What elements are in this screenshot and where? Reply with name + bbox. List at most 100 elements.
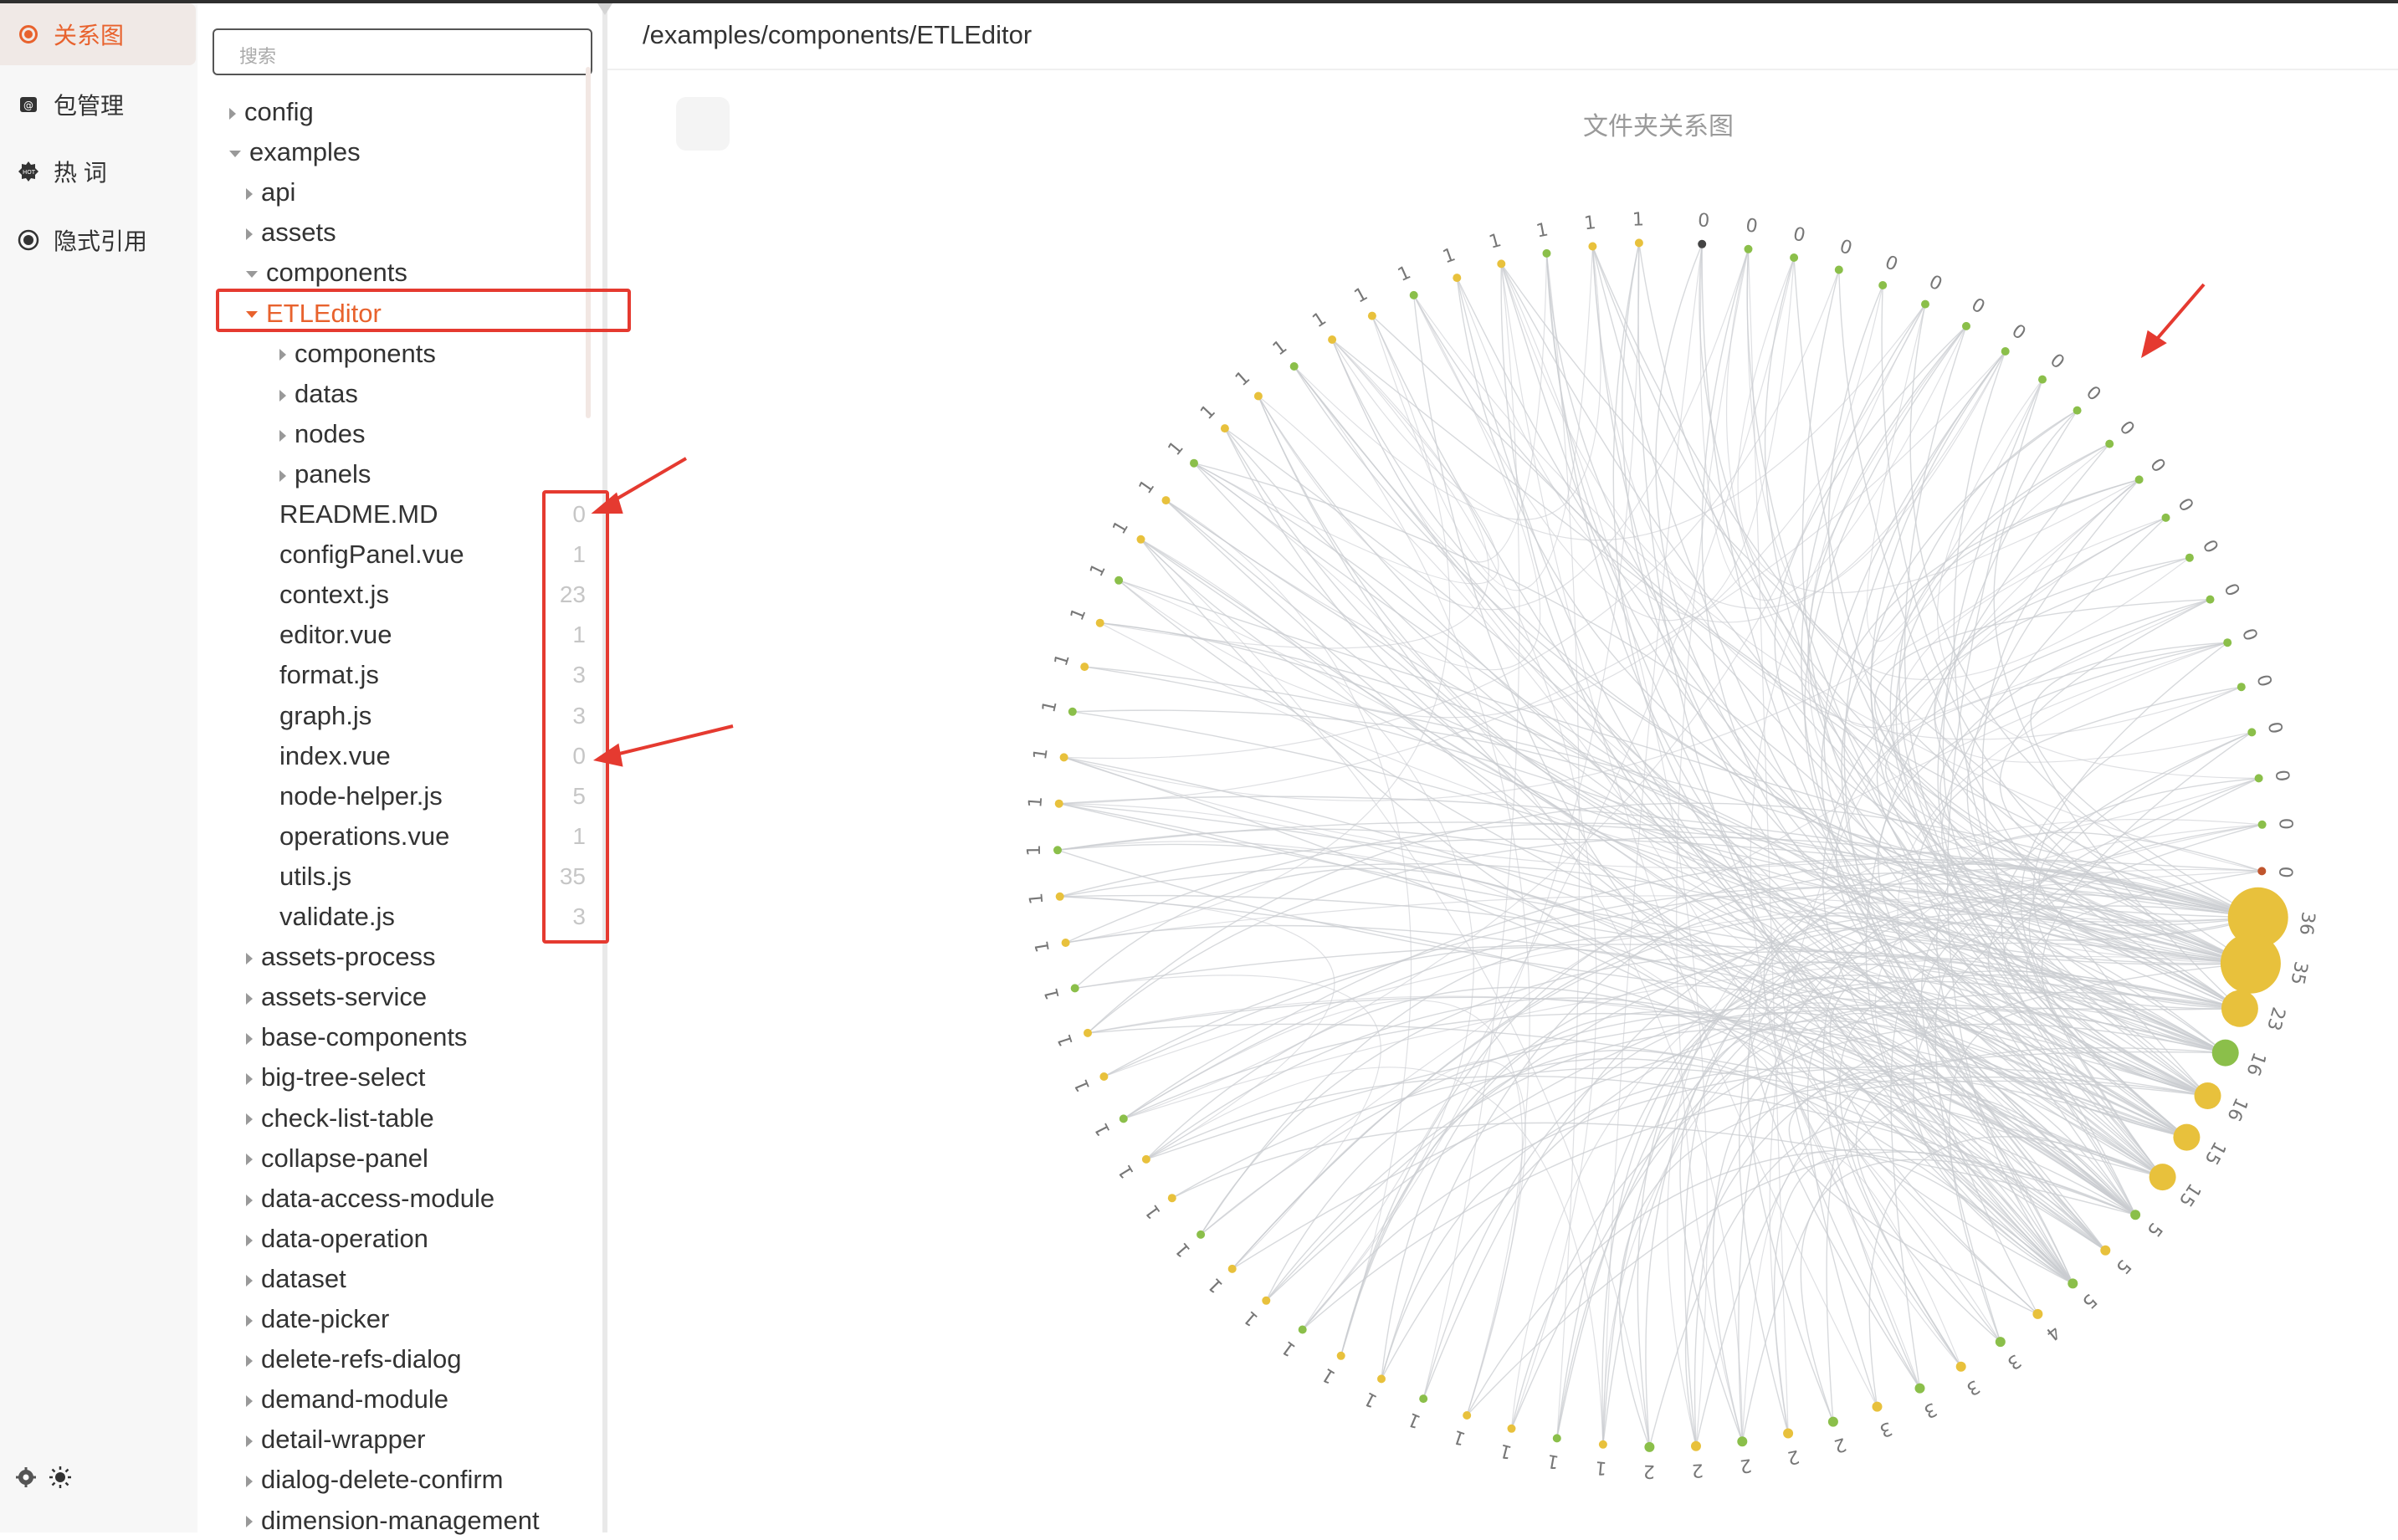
caret-down-icon[interactable]: [246, 311, 258, 319]
graph-node[interactable]: [1598, 1440, 1607, 1449]
tree-file-item[interactable]: configPanel.vue: [279, 535, 464, 574]
settings-gear-icon[interactable]: [15, 1466, 37, 1492]
graph-node[interactable]: [1827, 1416, 1838, 1427]
panel-resize-divider[interactable]: [597, 3, 612, 1532]
graph-node[interactable]: [2173, 1123, 2201, 1151]
graph-node[interactable]: [2105, 439, 2114, 448]
graph-node[interactable]: [1119, 1114, 1128, 1123]
graph-node[interactable]: [1588, 242, 1597, 251]
tree-folder-item[interactable]: delete-refs-dialog: [246, 1340, 462, 1379]
tree-folder-item[interactable]: components: [246, 253, 407, 292]
graph-node[interactable]: [2001, 347, 2010, 356]
graph-node[interactable]: [1507, 1424, 1516, 1433]
graph-node[interactable]: [1737, 1436, 1748, 1447]
graph-node[interactable]: [1141, 1154, 1150, 1164]
nav-item-hot-word[interactable]: HOT 热 词: [0, 141, 196, 202]
graph-node[interactable]: [1253, 391, 1263, 401]
tree-folder-item[interactable]: collapse-panel: [246, 1139, 428, 1178]
graph-node[interactable]: [2100, 1245, 2111, 1256]
graph-node[interactable]: [2134, 475, 2144, 484]
graph-node[interactable]: [1377, 1374, 1386, 1384]
tree-file-item[interactable]: context.js: [279, 576, 389, 614]
tree-scrollbar[interactable]: [586, 67, 591, 418]
tree-file-item[interactable]: node-helper.js: [279, 777, 443, 816]
graph-node[interactable]: [1698, 239, 1707, 248]
graph-node[interactable]: [2221, 990, 2258, 1027]
tree-folder-item[interactable]: date-picker: [246, 1300, 389, 1338]
tree-folder-item[interactable]: ETLEditor: [246, 294, 382, 333]
tree-file-item[interactable]: utils.js: [279, 857, 351, 896]
graph-node[interactable]: [1220, 424, 1229, 433]
graph-node[interactable]: [2211, 1039, 2239, 1067]
tree-folder-item[interactable]: detail-wrapper: [246, 1420, 425, 1459]
graph-node[interactable]: [2194, 1082, 2221, 1109]
graph-node[interactable]: [1068, 707, 1077, 716]
graph-node[interactable]: [1167, 1194, 1176, 1203]
graph-node[interactable]: [1744, 244, 1753, 253]
graph-node[interactable]: [2247, 728, 2257, 737]
graph-node[interactable]: [1691, 1440, 1701, 1451]
graph-node[interactable]: [1955, 1361, 1966, 1372]
graph-node[interactable]: [1084, 1028, 1092, 1037]
graph-node[interactable]: [1497, 259, 1506, 269]
graph-node[interactable]: [1080, 663, 1089, 672]
graph-node[interactable]: [2237, 683, 2246, 692]
caret-right-icon[interactable]: [246, 993, 253, 1005]
tree-folder-item[interactable]: examples: [229, 133, 361, 171]
tree-folder-item[interactable]: assets-process: [246, 938, 435, 976]
graph-node[interactable]: [1542, 248, 1551, 258]
graph-node[interactable]: [2257, 820, 2267, 829]
graph-node[interactable]: [1055, 892, 1064, 901]
tree-folder-item[interactable]: data-access-module: [246, 1179, 494, 1218]
caret-right-icon[interactable]: [246, 1354, 253, 1367]
caret-right-icon[interactable]: [246, 1234, 253, 1246]
graph-node[interactable]: [1783, 1428, 1794, 1439]
graph-node[interactable]: [1878, 281, 1888, 289]
tree-folder-item[interactable]: base-components: [246, 1018, 467, 1057]
graph-node[interactable]: [2220, 933, 2281, 994]
caret-right-icon[interactable]: [246, 1274, 253, 1287]
caret-right-icon[interactable]: [246, 1073, 253, 1086]
graph-node[interactable]: [1070, 984, 1079, 993]
caret-right-icon[interactable]: [246, 228, 253, 241]
graph-node[interactable]: [2206, 595, 2215, 604]
graph-node[interactable]: [2038, 375, 2047, 384]
graph-node[interactable]: [1921, 299, 1929, 309]
graph-node[interactable]: [2185, 553, 2194, 562]
graph-node[interactable]: [1059, 753, 1068, 762]
caret-right-icon[interactable]: [229, 107, 236, 120]
caret-right-icon[interactable]: [279, 389, 286, 402]
tree-file-item[interactable]: format.js: [279, 656, 379, 694]
search-input[interactable]: 搜索: [213, 28, 592, 75]
caret-right-icon[interactable]: [279, 349, 286, 361]
graph-node[interactable]: [1053, 846, 1062, 855]
tree-folder-item[interactable]: big-tree-select: [246, 1058, 425, 1097]
graph-node[interactable]: [1336, 1351, 1345, 1360]
graph-node[interactable]: [1834, 265, 1843, 274]
graph-node[interactable]: [1644, 1441, 1655, 1452]
caret-down-icon[interactable]: [246, 271, 258, 279]
tree-folder-item[interactable]: panels: [279, 455, 371, 494]
caret-right-icon[interactable]: [246, 1476, 253, 1488]
nav-item-package[interactable]: @ 包管理: [0, 74, 196, 136]
graph-node[interactable]: [1872, 1401, 1883, 1412]
graph-node[interactable]: [1552, 1434, 1561, 1443]
graph-node[interactable]: [1136, 535, 1145, 544]
tree-folder-item[interactable]: dataset: [246, 1260, 346, 1298]
graph-node[interactable]: [1227, 1264, 1237, 1273]
tree-file-item[interactable]: validate.js: [279, 898, 395, 936]
caret-right-icon[interactable]: [246, 1516, 253, 1528]
graph-toolbar-button[interactable]: [676, 97, 730, 151]
graph-node[interactable]: [1962, 321, 1970, 330]
graph-node[interactable]: [1061, 939, 1070, 947]
theme-sun-icon[interactable]: [49, 1466, 72, 1493]
caret-right-icon[interactable]: [246, 1435, 253, 1448]
tree-file-item[interactable]: editor.vue: [279, 616, 392, 654]
graph-node[interactable]: [2149, 1164, 2176, 1191]
tree-folder-item[interactable]: check-list-table: [246, 1099, 434, 1138]
caret-right-icon[interactable]: [246, 952, 253, 964]
graph-node[interactable]: [1995, 1337, 2006, 1348]
caret-right-icon[interactable]: [246, 1033, 253, 1046]
tree-file-item[interactable]: index.vue: [279, 737, 391, 775]
tree-file-item[interactable]: operations.vue: [279, 817, 449, 856]
